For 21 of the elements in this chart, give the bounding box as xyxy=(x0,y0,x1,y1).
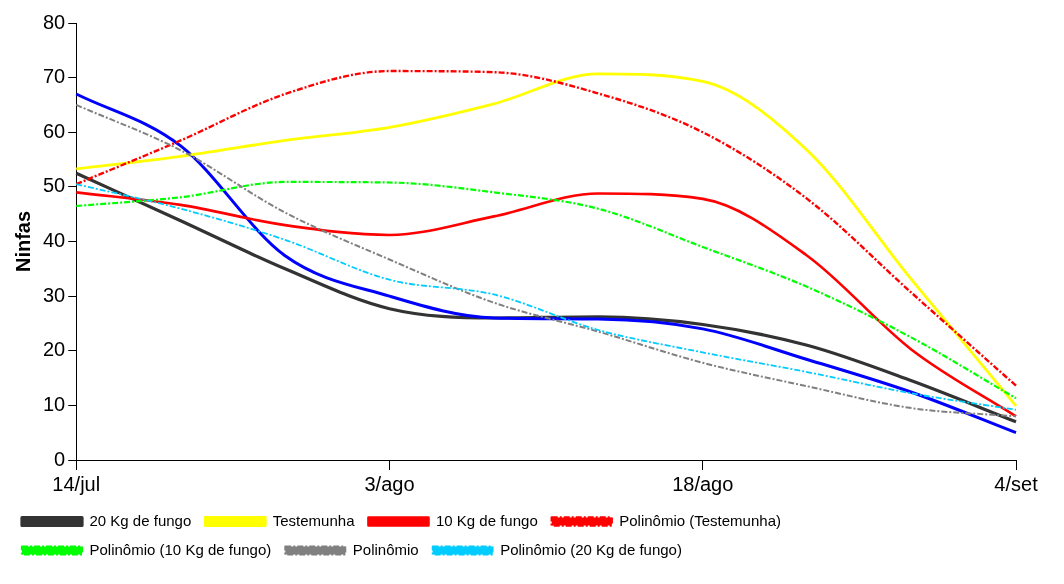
legend-label: Testemunha xyxy=(272,511,356,529)
y-tick-label: 70 xyxy=(43,65,66,88)
legend-label: 20 Kg de fungo xyxy=(89,511,192,529)
y-tick-label: 50 xyxy=(43,174,66,197)
y-axis-title: Ninfas xyxy=(11,210,34,273)
y-tick-label: 30 xyxy=(43,283,66,306)
y-tick-label: 10 xyxy=(43,392,66,415)
y-tick-label: 40 xyxy=(43,229,66,252)
legend-label: Polinômio (10 Kg de fungo) xyxy=(89,540,272,558)
y-tick-label: 80 xyxy=(43,10,66,33)
legend-label: Polinômio (Testemunha) xyxy=(619,511,781,529)
y-tick-label: 60 xyxy=(43,119,66,142)
y-tick-label: 20 xyxy=(43,338,66,361)
legend-label: 10 Kg de fungo xyxy=(435,511,538,529)
y-tick-label: 0 xyxy=(54,447,66,470)
legend-label: Polinômio (20 Kg de fungo) xyxy=(500,540,682,558)
x-tick-label: 18/ago xyxy=(672,472,734,495)
legend-label: Polinômio xyxy=(352,540,419,558)
x-tick-label: 4/set xyxy=(994,472,1039,495)
x-tick-label: 3/ago xyxy=(364,472,415,495)
x-tick-label: 14/jul xyxy=(52,472,101,495)
